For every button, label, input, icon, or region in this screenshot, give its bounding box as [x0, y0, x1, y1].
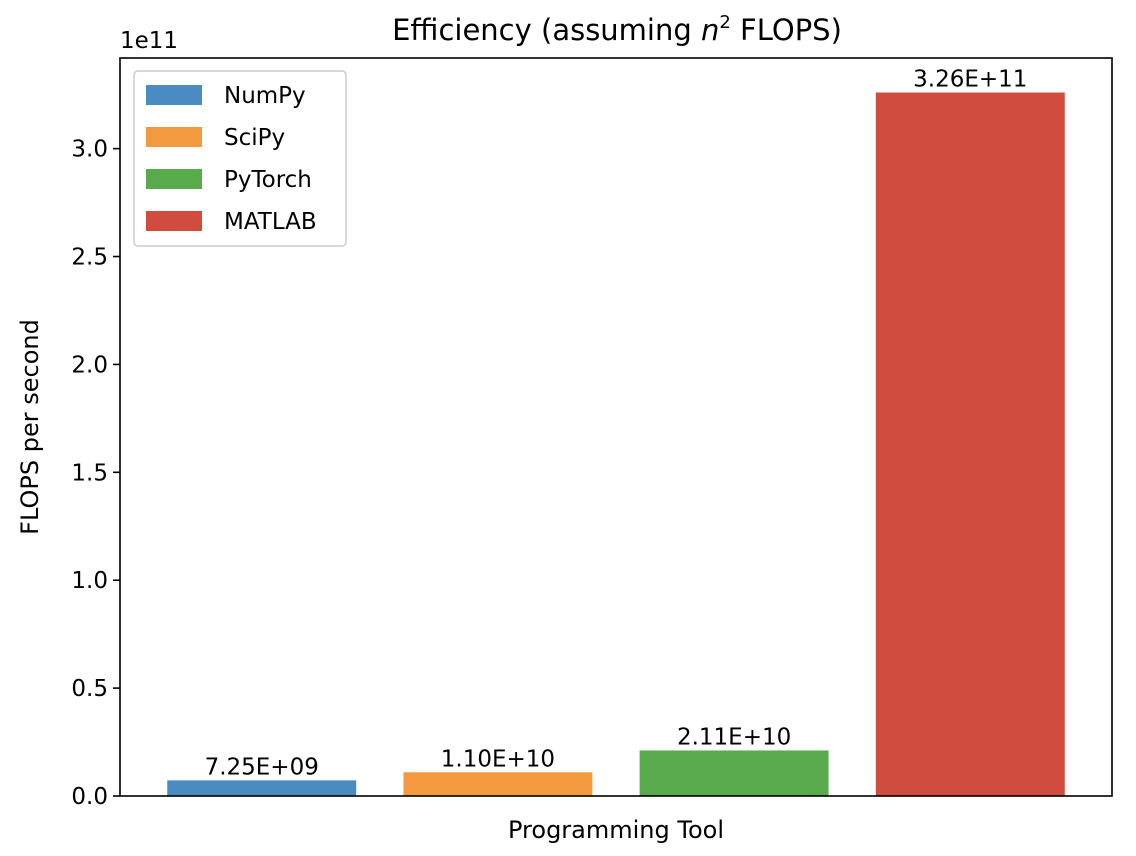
chart-title-prefix: Efficiency (assuming	[392, 13, 701, 47]
y-axis-label: FLOPS per second	[16, 319, 44, 535]
chart-title-variable: n	[701, 13, 719, 47]
legend-box	[133, 70, 347, 247]
bar-value-label-numpy: 7.25E+09	[205, 754, 319, 780]
chart-title-superscript: 2	[719, 12, 730, 33]
legend-swatch-pytorch	[146, 169, 202, 189]
legend-label-numpy: NumPy	[224, 83, 306, 109]
legend: NumPy SciPy PyTorch MATLAB	[133, 70, 347, 247]
legend-swatch-scipy	[146, 127, 202, 147]
legend-swatch-numpy	[146, 85, 202, 105]
y-tick-label: 1.5	[71, 460, 108, 486]
legend-label-scipy: SciPy	[224, 125, 285, 151]
bar-pytorch	[639, 750, 829, 796]
y-tick-label: 0.5	[71, 676, 108, 702]
y-tick-label: 2.5	[71, 245, 108, 271]
y-tick-label: 2.0	[71, 352, 108, 378]
x-axis-label: Programming Tool	[508, 816, 724, 844]
bar-numpy	[167, 780, 357, 796]
legend-label-pytorch: PyTorch	[224, 167, 312, 193]
bars	[167, 92, 1065, 797]
y-tick-label: 1.0	[71, 568, 108, 594]
bar-value-label-scipy: 1.10E+10	[441, 746, 555, 772]
y-axis-ticks: 0.0 0.5 1.0 1.5 2.0 2.5 3.0	[71, 137, 120, 810]
y-tick-label: 3.0	[71, 137, 108, 163]
y-tick-label: 0.0	[71, 784, 108, 810]
bar-scipy	[403, 772, 593, 796]
bar-value-label-pytorch: 2.11E+10	[677, 724, 791, 750]
chart-title: Efficiency (assuming n2 FLOPS)	[392, 12, 842, 47]
legend-label-matlab: MATLAB	[224, 209, 317, 235]
plot-area-frame	[119, 57, 1113, 797]
chart-title-suffix: FLOPS)	[731, 13, 842, 47]
y-axis-offset-label: 1e11	[120, 28, 178, 54]
legend-swatch-matlab	[146, 211, 202, 231]
bar-value-labels: 7.25E+09 1.10E+10 2.11E+10 3.26E+11	[205, 67, 1028, 781]
bar-value-label-matlab: 3.26E+11	[913, 67, 1027, 93]
bar-matlab	[875, 92, 1065, 797]
